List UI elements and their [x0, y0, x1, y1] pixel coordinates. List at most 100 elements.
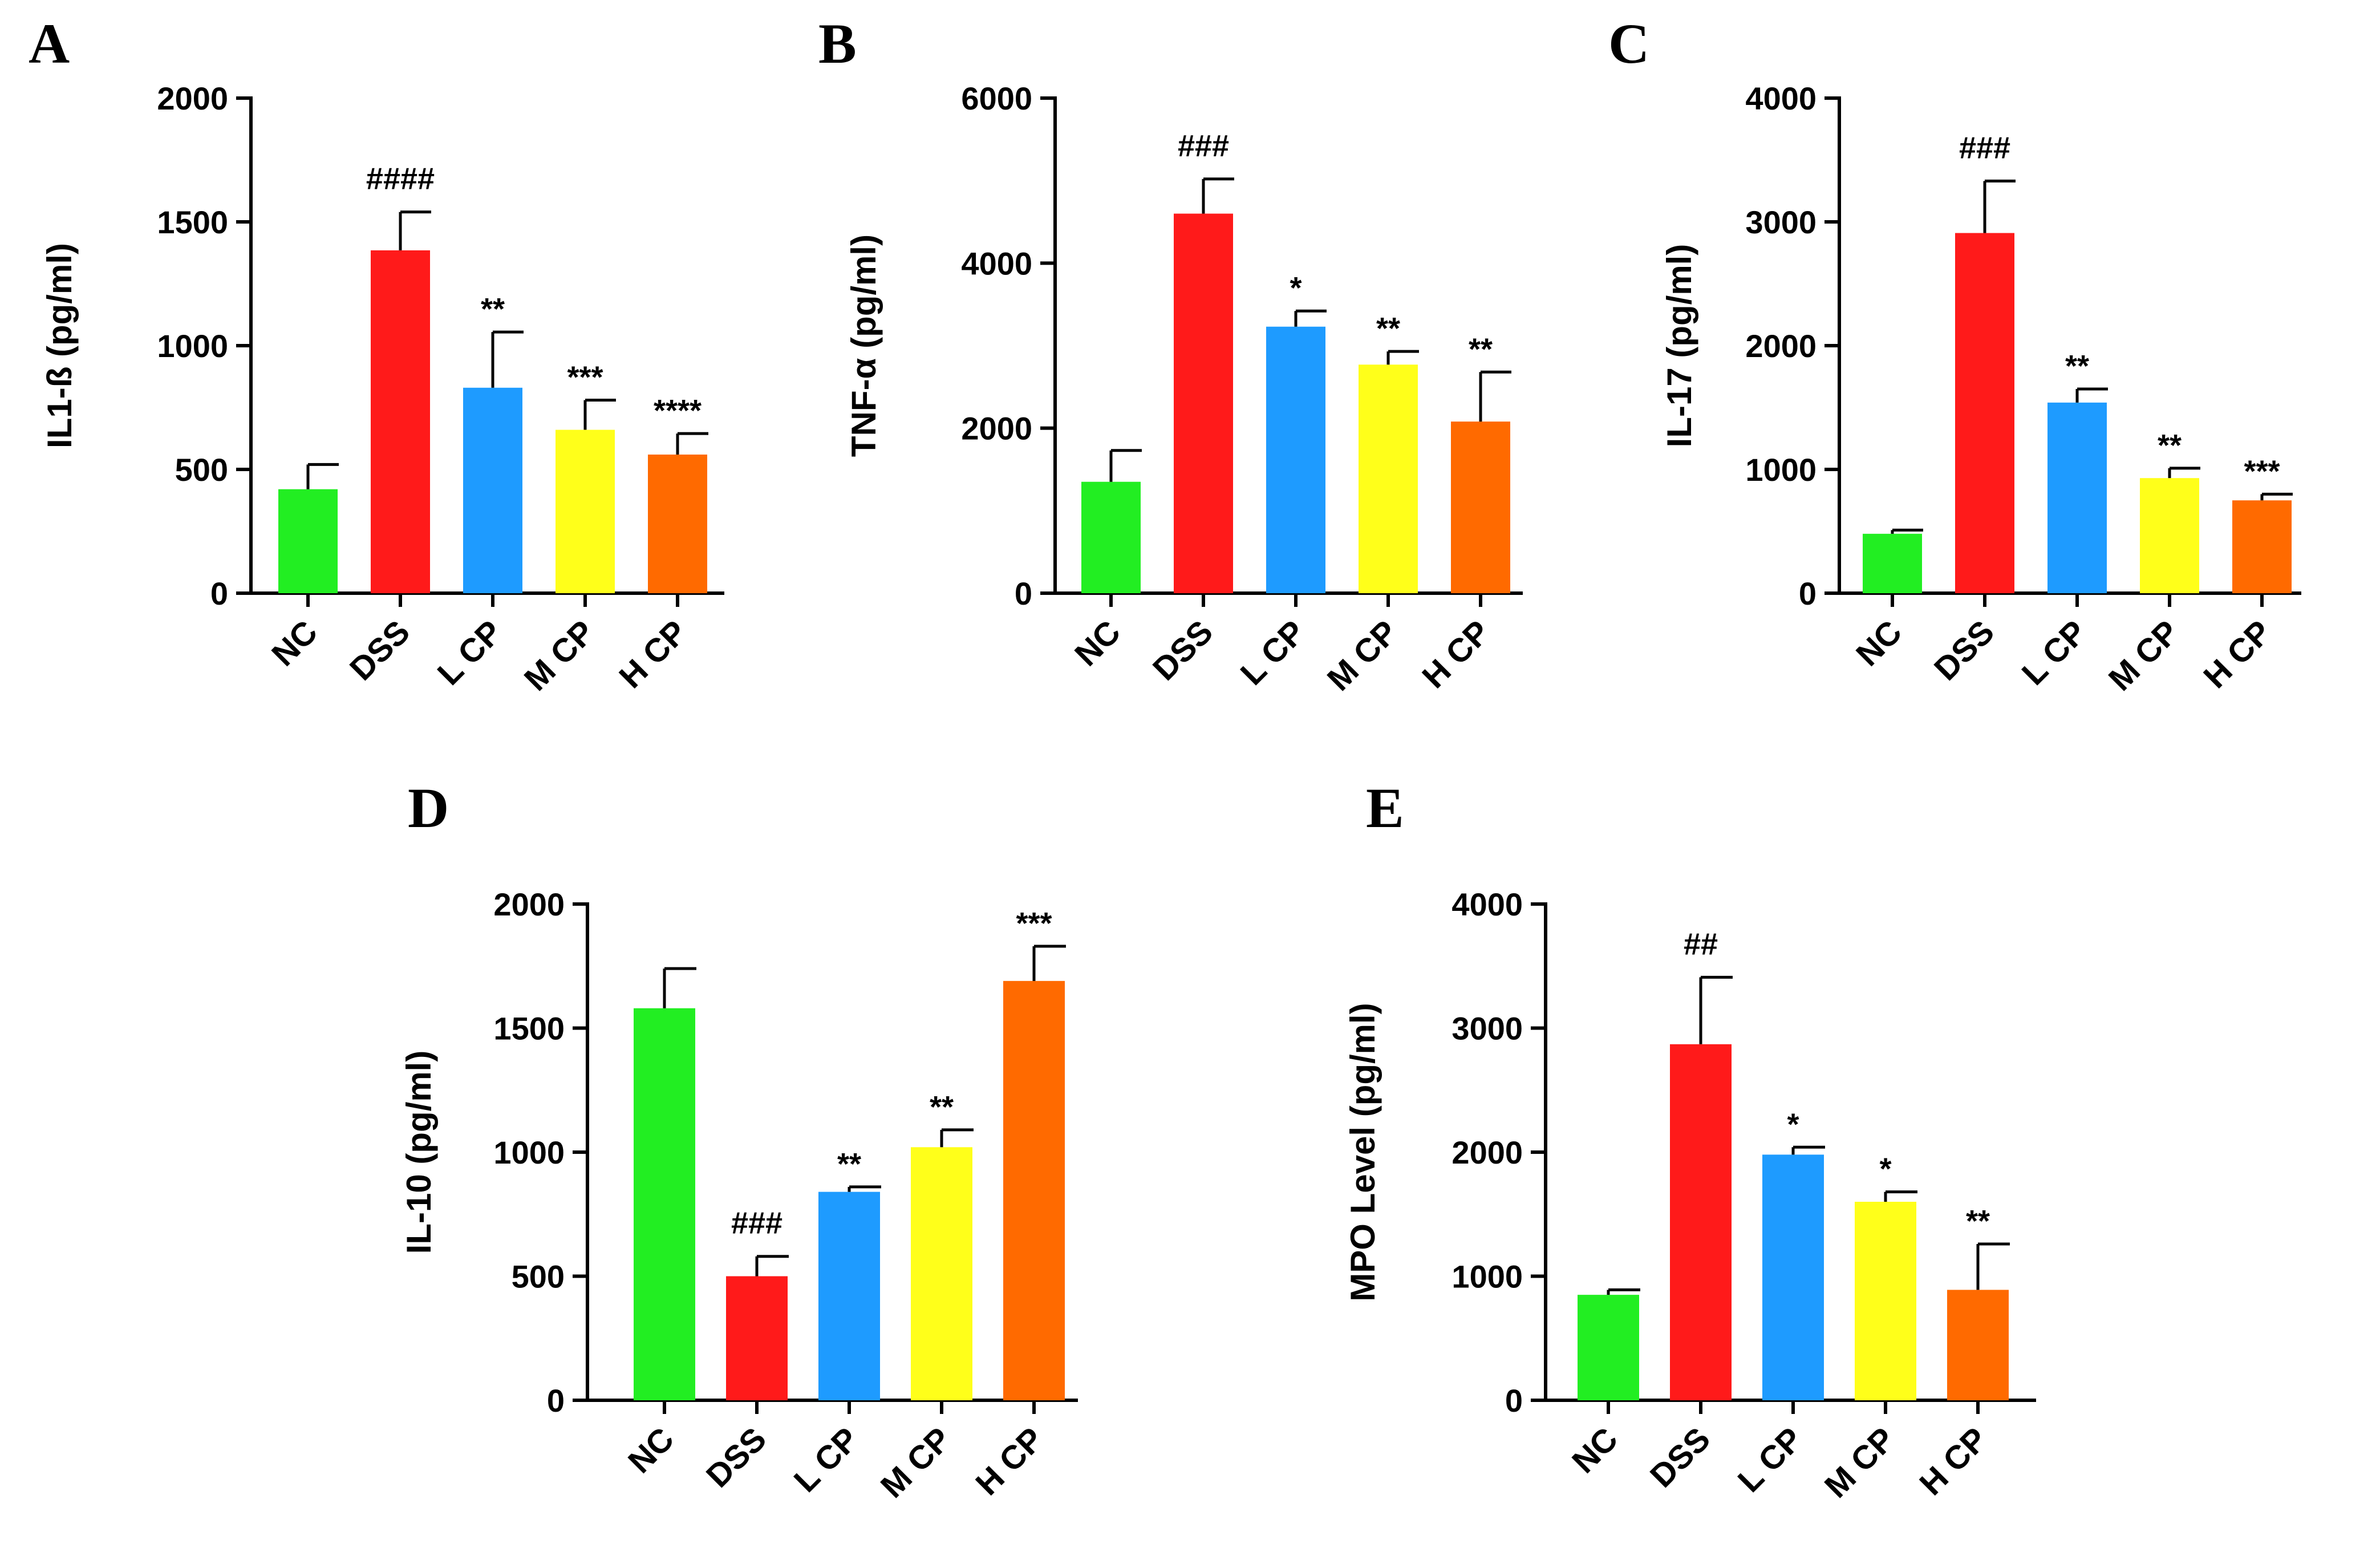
x-tick-label: L CP: [787, 1420, 866, 1500]
bar: [818, 1192, 880, 1400]
bar: [1359, 364, 1418, 593]
bar: [1003, 980, 1065, 1400]
x-tick-label: H CP: [2196, 613, 2278, 695]
bar: [1451, 422, 1510, 593]
bar: [2232, 500, 2292, 593]
panel-b: B TNF-α (pg/ml) 0 2000 4000 6000 NC ### DSS * L CP…: [818, 12, 1523, 698]
x-tick-label: L CP: [431, 613, 510, 692]
y-tick-label: 4000: [1451, 886, 1523, 922]
y-tick-label: 3000: [1451, 1011, 1523, 1047]
significance-label: **: [1469, 332, 1493, 366]
x-tick-label: DSS: [1643, 1420, 1717, 1494]
y-tick-label: 0: [547, 1383, 565, 1419]
bar: [648, 454, 707, 593]
x-tick-label: DSS: [699, 1420, 773, 1494]
x-tick-label: NC: [1565, 1420, 1625, 1480]
x-tick-label: M CP: [1818, 1420, 1902, 1505]
y-tick-label: 1000: [493, 1134, 565, 1170]
y-tick-label: 0: [1015, 576, 1032, 611]
y-tick-label: 1000: [1745, 452, 1817, 488]
x-tick-label: H CP: [612, 613, 694, 695]
x-tick-label: H CP: [1912, 1420, 1994, 1502]
significance-label: ##: [1684, 927, 1718, 961]
y-tick-label: 3000: [1745, 204, 1817, 240]
bar: [1578, 1295, 1639, 1400]
y-tick-label: 4000: [961, 245, 1032, 281]
bar: [1266, 326, 1325, 593]
x-tick-label: NC: [1849, 613, 1909, 673]
y-tick-label: 0: [1505, 1383, 1523, 1419]
bar: [634, 1008, 695, 1400]
y-tick-label: 2000: [493, 886, 565, 922]
significance-label: **: [930, 1090, 954, 1124]
y-tick-label: 6000: [961, 80, 1032, 116]
y-tick-label: 2000: [157, 80, 228, 116]
bar: [1955, 233, 2014, 593]
bar: [1863, 533, 1922, 593]
panel-letter: B: [818, 12, 857, 75]
bar: [1670, 1044, 1732, 1400]
panel-d: D IL-10 (pg/ml) 0 500 1000 1500 2000 NC ### DSS **…: [400, 776, 1078, 1505]
y-tick-label: 1000: [1451, 1259, 1523, 1295]
bar: [726, 1276, 788, 1400]
significance-label: ***: [567, 360, 603, 394]
significance-label: **: [1376, 311, 1400, 346]
y-axis-label: IL1-ß (pg/ml): [40, 243, 79, 448]
significance-label: **: [837, 1147, 861, 1181]
bar: [278, 489, 338, 593]
y-tick-label: 0: [1799, 576, 1817, 611]
significance-label: ###: [1178, 129, 1229, 163]
y-tick-label: 1500: [157, 204, 228, 240]
bar: [556, 429, 615, 593]
x-tick-label: H CP: [968, 1420, 1051, 1502]
significance-label: ###: [1959, 131, 2010, 165]
bar: [911, 1147, 972, 1400]
bar: [1855, 1202, 1916, 1400]
significance-label: **: [2065, 349, 2089, 383]
x-tick-label: L CP: [1234, 613, 1313, 692]
significance-label: ****: [654, 394, 702, 428]
y-tick-label: 1500: [493, 1011, 565, 1047]
panel-letter: D: [408, 776, 449, 840]
significance-label: ***: [1016, 906, 1052, 941]
y-tick-label: 500: [512, 1259, 565, 1295]
x-tick-label: H CP: [1415, 613, 1497, 695]
significance-label: **: [2158, 428, 2182, 463]
bar: [2140, 478, 2199, 593]
y-axis-label: IL-10 (pg/ml): [400, 1051, 438, 1254]
x-tick-label: NC: [265, 613, 325, 673]
x-tick-label: M CP: [874, 1420, 958, 1505]
x-tick-label: M CP: [517, 613, 602, 698]
panel-letter: C: [1608, 12, 1649, 75]
bar: [371, 250, 430, 593]
significance-label: ###: [731, 1206, 782, 1241]
panel-letter: A: [29, 12, 70, 75]
bar: [463, 387, 522, 593]
y-tick-label: 2000: [961, 411, 1032, 447]
x-tick-label: DSS: [343, 613, 417, 687]
y-axis-label: MPO Level (pg/ml): [1344, 1003, 1382, 1301]
x-tick-label: NC: [621, 1420, 681, 1480]
bar: [1762, 1154, 1824, 1400]
significance-label: *: [1879, 1152, 1891, 1186]
significance-label: **: [481, 292, 505, 326]
significance-label: *: [1290, 271, 1302, 305]
panel-letter: E: [1366, 776, 1404, 840]
panel-c: C IL-17 (pg/ml) 0 1000 2000 3000 4000 NC ### DSS *…: [1608, 12, 2301, 698]
bar: [1174, 213, 1233, 593]
significance-label: *: [1787, 1107, 1799, 1141]
significance-label: **: [1966, 1204, 1990, 1238]
y-axis-label: TNF-α (pg/ml): [845, 234, 883, 457]
y-tick-label: 0: [210, 576, 228, 611]
x-tick-label: DSS: [1146, 613, 1220, 687]
x-tick-label: NC: [1068, 613, 1128, 673]
significance-label: ####: [366, 162, 435, 196]
panel-e: E MPO Level (pg/ml) 0 1000 2000 3000 4000 NC ## D…: [1344, 776, 2036, 1505]
significance-label: ***: [2244, 454, 2280, 488]
panel-a: A IL1-ß (pg/ml) 0 500 1000 1500 2000 NC #### DSS *…: [29, 12, 724, 698]
x-tick-label: L CP: [2015, 613, 2094, 692]
x-tick-label: L CP: [1731, 1420, 1810, 1500]
x-tick-label: M CP: [1320, 613, 1405, 698]
y-tick-label: 2000: [1745, 328, 1817, 364]
x-tick-label: M CP: [2102, 613, 2186, 698]
